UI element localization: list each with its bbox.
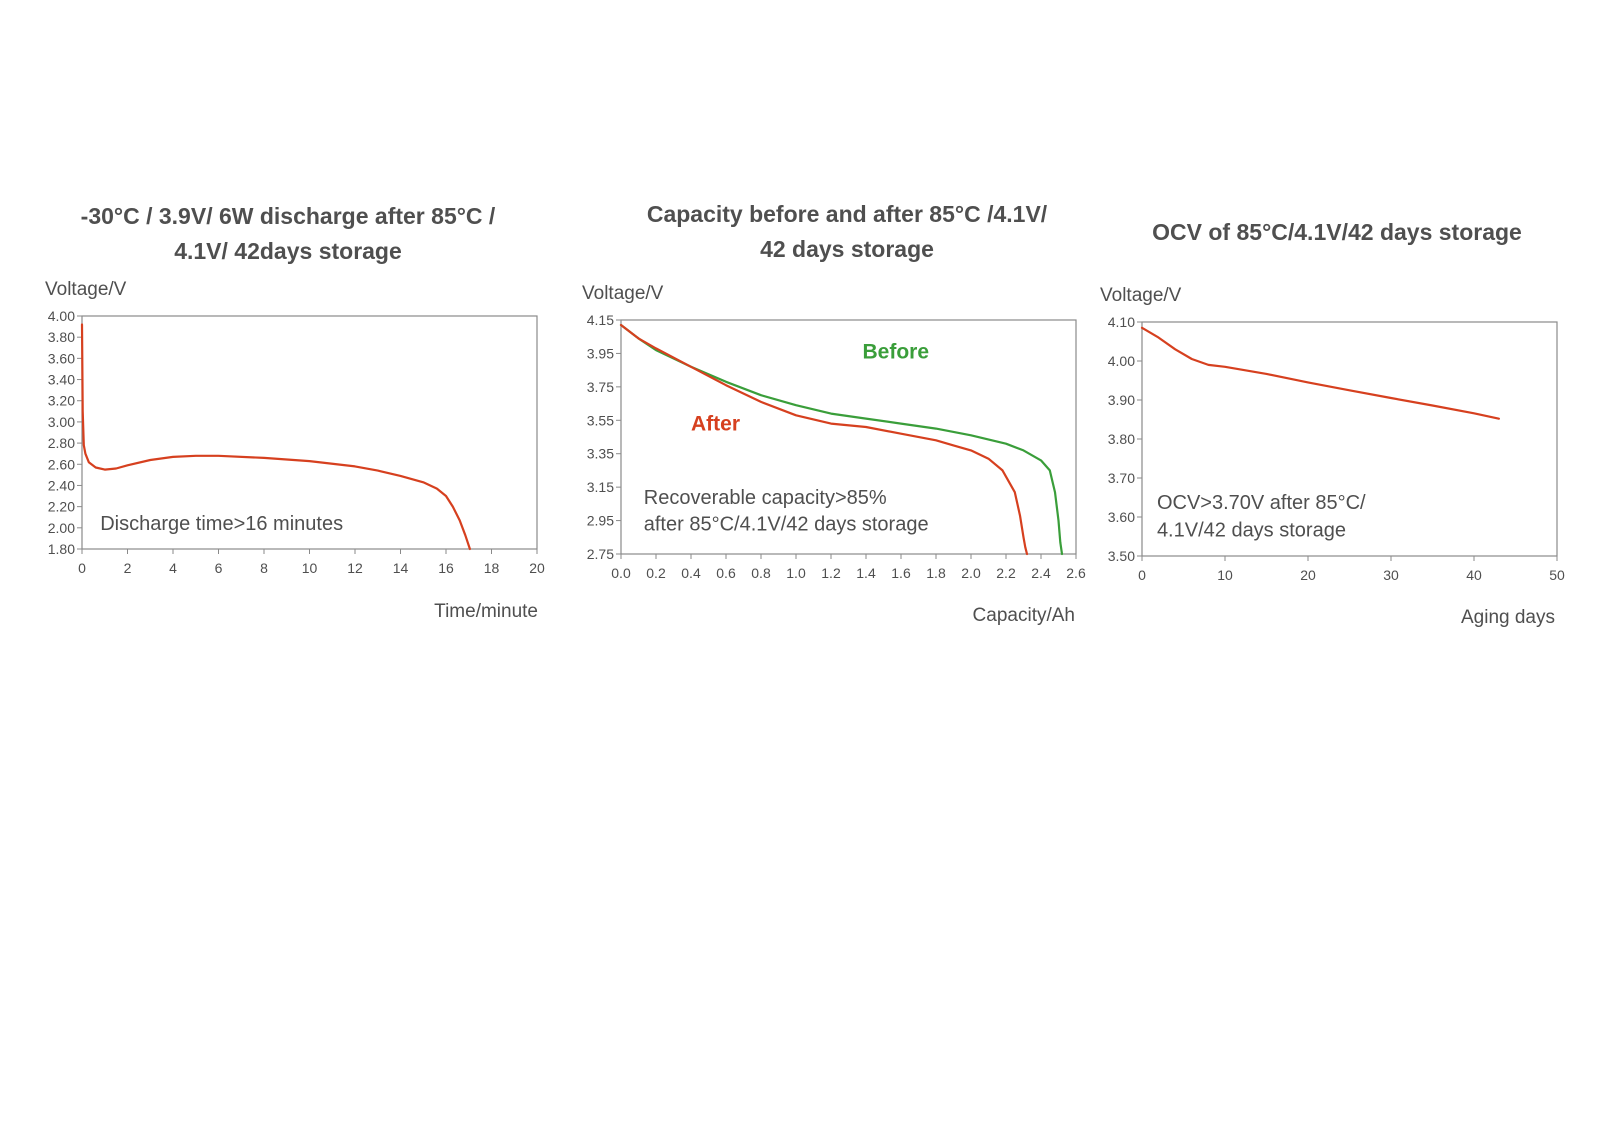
c1-ytick-label: 3.00 (48, 414, 75, 430)
c2-ytick-label: 2.95 (587, 513, 614, 529)
c1-xtick-label: 0 (78, 560, 86, 576)
chart2-y-ticks: 4.15 3.95 3.75 3.55 3.35 3.15 2.95 2.75 (587, 312, 621, 562)
chart1-y-axis-label: Voltage/V (45, 279, 127, 300)
chart-discharge: -30°C / 3.9V/ 6W discharge after 85°C / … (45, 203, 545, 622)
c2-xtick-label: 2.4 (1031, 565, 1051, 581)
c1-ytick-label: 4.00 (48, 308, 75, 324)
c2-xtick-label: 1.6 (891, 565, 911, 581)
chart1-title-line1: -30°C / 3.9V/ 6W discharge after 85°C / (81, 203, 496, 229)
c2-xtick-label: 2.6 (1066, 565, 1086, 581)
c2-xtick-label: 0.6 (716, 565, 736, 581)
c1-xtick-label: 12 (347, 560, 363, 576)
c2-xtick-label: 0.0 (611, 565, 631, 581)
c2-ytick-label: 4.15 (587, 312, 614, 328)
c2-ytick-label: 3.95 (587, 345, 614, 361)
c2-ytick-label: 2.75 (587, 546, 614, 562)
c1-xtick-label: 6 (215, 560, 223, 576)
c1-ytick-label: 2.60 (48, 456, 75, 472)
chart1-annotation-discharge-time: Discharge time>16 minutes (100, 513, 343, 535)
c1-xtick-label: 2 (124, 560, 132, 576)
chart2-y-axis-label: Voltage/V (582, 283, 664, 304)
c3-xtick-label: 50 (1549, 567, 1565, 583)
c2-ytick-label: 3.55 (587, 412, 614, 428)
chart2-x-ticks: 0.0 0.2 0.4 0.6 0.8 1.0 1.2 1.4 1.6 1.8 2.0 2.2 2.4 2… (611, 554, 1086, 581)
c3-xtick-label: 30 (1383, 567, 1399, 583)
chart3-annotation-ocv: OCV>3.70V after 85°C/ (1157, 492, 1366, 514)
chart1-series (80, 323, 471, 551)
c1-xtick-label: 10 (302, 560, 318, 576)
c2-xtick-label: 1.0 (786, 565, 806, 581)
chart2-annotation-recoverable: Recoverable capacity>85% (644, 487, 887, 509)
c1-ytick-label: 2.40 (48, 477, 75, 493)
chart2-annotation-storage: after 85°C/4.1V/42 days storage (644, 514, 929, 536)
c1-ytick-label: 1.80 (48, 541, 75, 557)
c2-ytick-label: 3.75 (587, 379, 614, 395)
chart1-y-ticks: 4.00 3.80 3.60 3.40 3.20 3.00 2.80 2.60 2.40 2.20… (48, 308, 82, 557)
chart2-x-axis-label: Capacity/Ah (973, 605, 1075, 626)
c3-xtick-label: 0 (1138, 567, 1146, 583)
c1-xtick-label: 4 (169, 560, 177, 576)
c2-xtick-label: 1.8 (926, 565, 946, 581)
c3-xtick-label: 10 (1217, 567, 1233, 583)
c3-ytick-label: 3.80 (1108, 431, 1135, 447)
chart-capacity: Capacity before and after 85°C /4.1V/ 42… (582, 201, 1086, 626)
c2-xtick-label: 0.4 (681, 565, 701, 581)
c3-xtick-label: 20 (1300, 567, 1316, 583)
c3-ytick-label: 3.70 (1108, 470, 1135, 486)
c1-xtick-label: 16 (438, 560, 454, 576)
c3-ytick-label: 4.00 (1108, 353, 1135, 369)
c2-xtick-label: 1.2 (821, 565, 841, 581)
chart2-series (619, 323, 1064, 556)
chart2-series-label-before: Before (863, 340, 930, 363)
c1-xtick-label: 18 (484, 560, 500, 576)
c2-xtick-label: 0.8 (751, 565, 771, 581)
c1-xtick-label: 14 (393, 560, 409, 576)
chart-ocv: OCV of 85°C/4.1V/42 days storage Voltage… (1100, 219, 1565, 628)
chart3-y-ticks: 4.10 4.00 3.90 3.80 3.70 3.60 3.50 (1108, 314, 1142, 564)
chart2-title-line1: Capacity before and after 85°C /4.1V/ (647, 201, 1048, 227)
c2-xtick-label: 2.2 (996, 565, 1016, 581)
c1-ytick-label: 3.80 (48, 329, 75, 345)
c2-xtick-label: 2.0 (961, 565, 981, 581)
c1-ytick-label: 2.00 (48, 520, 75, 536)
c2-xtick-label: 1.4 (856, 565, 876, 581)
chart3-x-ticks: 0 10 20 30 40 50 (1138, 556, 1565, 583)
c1-ytick-label: 3.40 (48, 372, 75, 388)
chart3-title: OCV of 85°C/4.1V/42 days storage (1152, 219, 1522, 245)
c2-ytick-label: 3.15 (587, 479, 614, 495)
c1-ytick-label: 2.20 (48, 499, 75, 515)
c1-series-discharge (80, 323, 471, 551)
chart1-title-line2: 4.1V/ 42days storage (174, 238, 402, 264)
c3-xtick-label: 40 (1466, 567, 1482, 583)
chart3-x-axis-label: Aging days (1461, 607, 1555, 628)
chart2-plot-frame (620, 319, 1077, 555)
c3-ytick-label: 3.60 (1108, 509, 1135, 525)
c3-ytick-label: 4.10 (1108, 314, 1135, 330)
c2-series-after (619, 323, 1029, 556)
chart3-annotation-storage: 4.1V/42 days storage (1157, 520, 1346, 542)
chart3-y-axis-label: Voltage/V (1100, 285, 1182, 306)
chart1-x-axis-label: Time/minute (434, 601, 538, 622)
c3-series-ocv (1140, 326, 1501, 420)
c3-ytick-label: 3.90 (1108, 392, 1135, 408)
c2-ytick-label: 3.35 (587, 446, 614, 462)
chart2-title-line2: 42 days storage (760, 236, 934, 262)
chart1-x-ticks: 0 2 4 6 8 10 12 14 16 18 20 (78, 549, 545, 576)
c1-ytick-label: 3.20 (48, 393, 75, 409)
chart2-series-label-after: After (691, 412, 740, 435)
c1-xtick-label: 20 (529, 560, 545, 576)
c1-ytick-label: 3.60 (48, 350, 75, 366)
c2-xtick-label: 0.2 (646, 565, 666, 581)
c3-ytick-label: 3.50 (1108, 548, 1135, 564)
chart3-series (1140, 326, 1501, 420)
c1-xtick-label: 8 (260, 560, 268, 576)
c1-ytick-label: 2.80 (48, 435, 75, 451)
